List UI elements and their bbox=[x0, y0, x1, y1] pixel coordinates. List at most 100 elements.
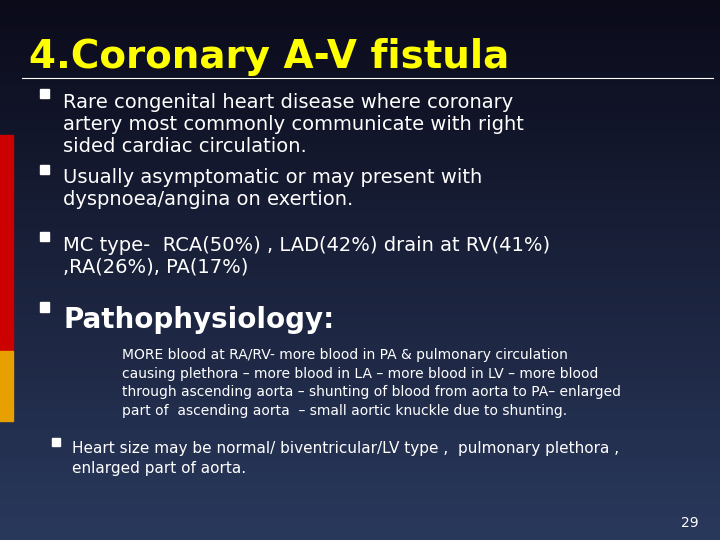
Bar bbox=[0, 167, 720, 173]
Bar bbox=[0, 65, 720, 70]
Bar bbox=[0, 443, 720, 448]
Bar bbox=[0, 373, 720, 378]
Bar bbox=[0, 38, 720, 43]
Bar bbox=[40, 302, 49, 312]
Bar bbox=[0, 27, 720, 32]
Bar bbox=[0, 481, 720, 486]
Bar bbox=[0, 410, 720, 416]
Text: Rare congenital heart disease where coronary
artery most commonly communicate wi: Rare congenital heart disease where coro… bbox=[63, 93, 524, 156]
Bar bbox=[0, 211, 720, 216]
Bar bbox=[0, 378, 720, 383]
Bar bbox=[0, 151, 720, 157]
Bar bbox=[0, 297, 720, 302]
Text: MC type-  RCA(50%) , LAD(42%) drain at RV(41%)
,RA(26%), PA(17%): MC type- RCA(50%) , LAD(42%) drain at RV… bbox=[63, 236, 551, 277]
Bar bbox=[0, 194, 720, 200]
Bar bbox=[0, 416, 720, 421]
Bar bbox=[0, 113, 720, 119]
Bar bbox=[0, 362, 720, 367]
Bar bbox=[0, 70, 720, 76]
Bar bbox=[0, 475, 720, 481]
Bar bbox=[0, 302, 720, 308]
Bar bbox=[0, 11, 720, 16]
Bar bbox=[0, 184, 720, 189]
Bar bbox=[0, 0, 720, 5]
Bar bbox=[0, 200, 720, 205]
Text: 29: 29 bbox=[681, 516, 698, 530]
Bar bbox=[0, 508, 720, 513]
Bar bbox=[0, 486, 720, 491]
Bar bbox=[0, 286, 720, 292]
Bar bbox=[52, 437, 60, 446]
Bar bbox=[0, 205, 720, 211]
Bar bbox=[0, 124, 720, 130]
Bar bbox=[0, 86, 720, 92]
Bar bbox=[0, 130, 720, 135]
Bar bbox=[0, 59, 720, 65]
Bar bbox=[0, 518, 720, 524]
Bar bbox=[0, 157, 720, 162]
Bar bbox=[0, 173, 720, 178]
Bar bbox=[0, 270, 720, 275]
Bar bbox=[0, 448, 720, 454]
Bar bbox=[0, 135, 720, 140]
Bar bbox=[0, 119, 720, 124]
Bar bbox=[0, 275, 720, 281]
Bar bbox=[0, 146, 720, 151]
Bar bbox=[0, 248, 720, 254]
Text: Pathophysiology:: Pathophysiology: bbox=[63, 306, 335, 334]
Bar bbox=[40, 232, 49, 241]
Bar bbox=[0, 49, 720, 54]
Bar bbox=[0, 497, 720, 502]
Bar bbox=[0, 502, 720, 508]
Bar bbox=[0, 405, 720, 410]
Bar bbox=[0, 421, 720, 427]
Bar bbox=[0, 529, 720, 535]
Bar bbox=[0, 459, 720, 464]
Bar bbox=[0, 400, 720, 405]
Bar bbox=[0, 281, 720, 286]
Bar bbox=[0, 524, 720, 529]
Bar bbox=[0, 394, 720, 400]
Bar bbox=[0, 513, 720, 518]
Bar bbox=[0, 265, 720, 270]
Bar bbox=[0, 81, 720, 86]
Text: MORE blood at RA/RV- more blood in PA & pulmonary circulation
causing plethora –: MORE blood at RA/RV- more blood in PA & … bbox=[122, 348, 621, 417]
Bar bbox=[0, 221, 720, 227]
Bar bbox=[0, 92, 720, 97]
Bar bbox=[0, 383, 720, 389]
Bar bbox=[0, 238, 720, 243]
Bar bbox=[0, 308, 720, 313]
Bar bbox=[0, 135, 13, 351]
Bar bbox=[0, 351, 13, 421]
Bar bbox=[0, 76, 720, 81]
Bar bbox=[0, 189, 720, 194]
Bar bbox=[0, 97, 720, 103]
Bar bbox=[0, 340, 720, 346]
Bar bbox=[0, 427, 720, 432]
Bar bbox=[0, 254, 720, 259]
Text: Usually asymptomatic or may present with
dyspnoea/angina on exertion.: Usually asymptomatic or may present with… bbox=[63, 168, 482, 210]
Bar bbox=[0, 329, 720, 335]
Bar bbox=[0, 351, 720, 356]
Bar bbox=[0, 140, 720, 146]
Bar bbox=[0, 432, 720, 437]
Bar bbox=[0, 108, 720, 113]
Bar bbox=[0, 313, 720, 319]
Bar bbox=[0, 464, 720, 470]
Bar bbox=[0, 454, 720, 459]
Bar bbox=[0, 346, 720, 351]
Bar bbox=[0, 16, 720, 22]
Bar bbox=[40, 89, 49, 98]
Bar bbox=[0, 319, 720, 324]
Bar bbox=[0, 356, 720, 362]
Bar bbox=[0, 389, 720, 394]
Bar bbox=[0, 22, 720, 27]
Bar bbox=[40, 165, 49, 174]
Bar bbox=[0, 437, 720, 443]
Bar bbox=[0, 470, 720, 475]
Text: Heart size may be normal/ biventricular/LV type ,  pulmonary plethora ,
enlarged: Heart size may be normal/ biventricular/… bbox=[72, 441, 619, 476]
Bar bbox=[0, 54, 720, 59]
Bar bbox=[0, 535, 720, 540]
Bar bbox=[0, 491, 720, 497]
Bar bbox=[0, 367, 720, 373]
